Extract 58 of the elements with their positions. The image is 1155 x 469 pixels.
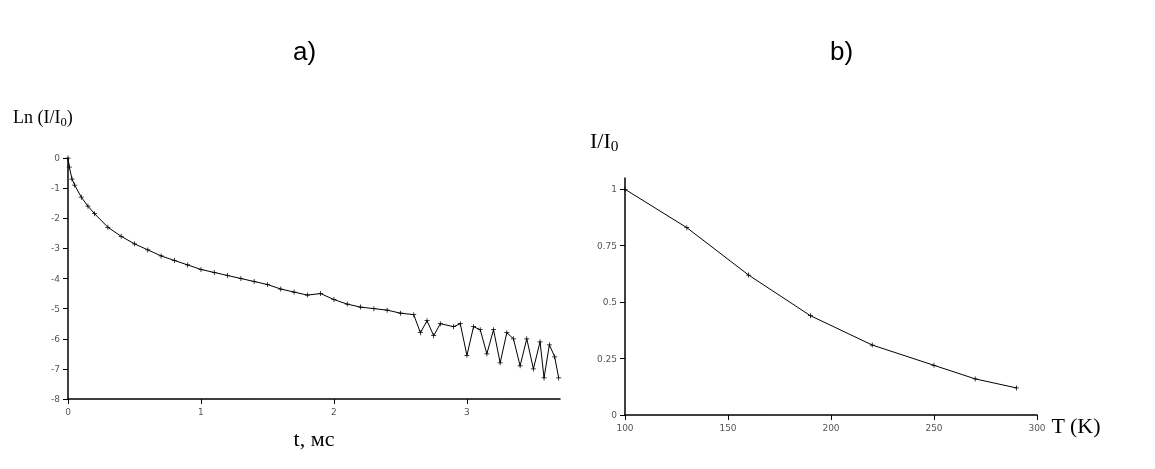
point — [484, 351, 490, 357]
point — [251, 279, 257, 285]
point — [318, 291, 324, 297]
x-tick-label: 2 — [331, 406, 337, 417]
point — [431, 333, 437, 339]
chart-title: b) — [830, 36, 854, 66]
y-tick-label: 0.5 — [602, 297, 617, 308]
point — [118, 233, 124, 239]
x-tick-label: 3 — [464, 406, 470, 417]
x-axis-title: t, мс — [293, 425, 335, 451]
x-axis-title: T (K) — [1051, 412, 1101, 438]
point — [451, 324, 457, 330]
point — [684, 225, 690, 231]
point — [397, 310, 403, 316]
x-tick-label: 200 — [822, 422, 840, 433]
y-tick-label: 0.25 — [596, 353, 617, 364]
point — [504, 330, 510, 336]
y-tick-label: -4 — [51, 273, 61, 284]
point — [491, 327, 497, 333]
point — [211, 269, 217, 275]
point — [238, 276, 244, 281]
point — [497, 360, 503, 366]
x-tick-label: 250 — [925, 422, 943, 433]
point — [524, 336, 530, 342]
y-tick-label: -3 — [51, 243, 60, 254]
point — [457, 321, 463, 327]
x-tick-label: 150 — [719, 422, 737, 433]
point — [546, 342, 552, 348]
point — [171, 257, 177, 263]
y-tick-label: 0.75 — [596, 240, 617, 251]
point — [371, 306, 377, 312]
y-tick-label: 1 — [611, 184, 617, 195]
point — [552, 354, 558, 360]
point — [807, 313, 813, 319]
chart-title: a) — [293, 36, 317, 66]
y-tick-label: -5 — [51, 303, 60, 314]
point — [437, 321, 443, 327]
point — [510, 336, 516, 342]
point — [471, 324, 477, 330]
point — [131, 241, 137, 247]
x-tick-label: 0 — [65, 406, 72, 417]
point — [225, 272, 231, 278]
x-tick-label: 100 — [616, 422, 634, 433]
point — [417, 330, 423, 336]
point — [411, 312, 417, 318]
y-tick-label: -1 — [51, 183, 60, 194]
y-tick-label: 0 — [54, 153, 61, 163]
point — [92, 211, 98, 217]
y-tick-label: -2 — [51, 213, 60, 224]
point — [78, 194, 84, 200]
y-tick-label: -6 — [51, 333, 61, 344]
x-tick-label: 1 — [198, 406, 204, 417]
point — [384, 307, 390, 313]
y-tick-label: -7 — [51, 363, 60, 374]
y-tick-label: -8 — [51, 394, 61, 404]
point — [264, 282, 270, 288]
x-tick-label: 300 — [1028, 422, 1046, 433]
point — [477, 327, 483, 333]
